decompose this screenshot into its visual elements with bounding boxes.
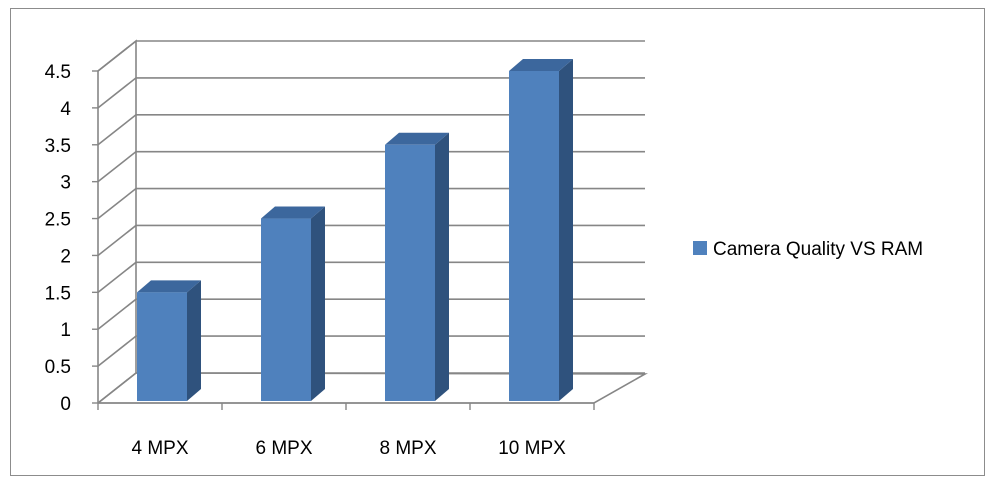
chart-area: 0 0.5 1 1.5 2 2.5 3 3.5 4 4.5 4 MPX 6 MPX 8 MPX 10 M… xyxy=(10,8,985,476)
bars xyxy=(137,59,573,401)
y-tick-label: 2 xyxy=(60,246,71,267)
gridline xyxy=(97,113,645,146)
bar xyxy=(509,59,573,401)
gridline xyxy=(97,187,645,220)
y-axis-tick-labels: 0 0.5 1 1.5 2 2.5 3 3.5 4 4.5 xyxy=(45,62,72,415)
gridline xyxy=(97,298,645,330)
gridline xyxy=(97,77,645,109)
x-tick-label: 4 MPX xyxy=(131,438,188,459)
y-tick-label: 0 xyxy=(60,394,71,415)
legend-swatch xyxy=(693,241,707,255)
bar-top xyxy=(137,280,201,293)
bar xyxy=(385,132,449,401)
gridline xyxy=(97,150,645,183)
y-tick-label: 4.5 xyxy=(45,62,71,83)
gridline xyxy=(97,372,645,404)
legend-label: Camera Quality VS RAM xyxy=(713,239,923,260)
y-tick-label: 1.5 xyxy=(45,283,71,304)
legend: Camera Quality VS RAM xyxy=(693,239,923,260)
y-tick-label: 0.5 xyxy=(45,357,71,378)
x-axis-tick-labels: 4 MPX 6 MPX 8 MPX 10 MPX xyxy=(131,438,566,459)
y-tick-label: 4 xyxy=(60,99,71,120)
gridline xyxy=(97,40,645,72)
bar-top xyxy=(261,206,325,219)
bar xyxy=(137,280,201,401)
side-wall xyxy=(97,39,137,404)
bar-top xyxy=(385,132,449,145)
x-tick-label: 6 MPX xyxy=(255,438,312,459)
y-tick-label: 1 xyxy=(60,320,71,341)
bar-side xyxy=(187,280,201,401)
bar-front xyxy=(509,71,559,401)
bar-front xyxy=(385,144,435,401)
axes xyxy=(92,70,595,410)
bar-chart: 0 0.5 1 1.5 2 2.5 3 3.5 4 4.5 4 MPX 6 MPX 8 MPX 10 M… xyxy=(45,39,923,459)
x-tick-label: 10 MPX xyxy=(498,438,566,459)
bar-front xyxy=(261,218,311,401)
y-tick-label: 2.5 xyxy=(45,210,71,231)
bar-side xyxy=(311,206,325,401)
bar-side xyxy=(559,59,573,401)
bar-side xyxy=(435,132,449,401)
gridline xyxy=(97,224,645,257)
gridline xyxy=(97,261,645,293)
bar-top xyxy=(509,59,573,71)
y-tick-label: 3 xyxy=(60,173,71,194)
gridlines xyxy=(97,40,645,404)
bar xyxy=(261,206,325,401)
x-tick-label: 8 MPX xyxy=(379,438,436,459)
bar-front xyxy=(137,292,187,401)
y-tick-label: 3.5 xyxy=(45,136,71,157)
gridline xyxy=(97,335,645,367)
